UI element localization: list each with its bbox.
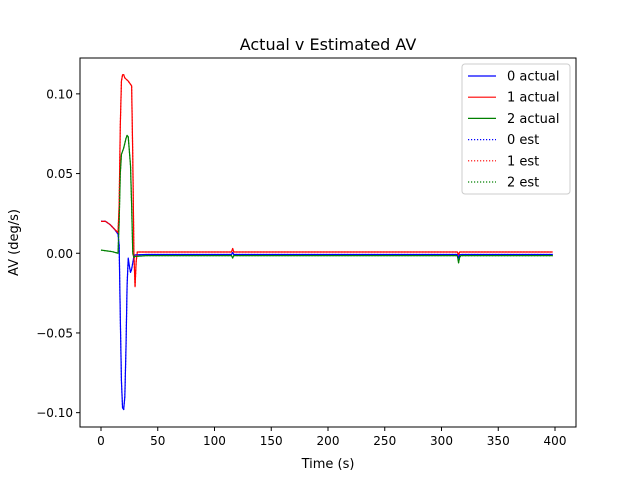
y-tick-label: 0.05 bbox=[46, 167, 73, 181]
x-tick-label: 350 bbox=[487, 434, 510, 448]
legend: 0 actual 1 actual 2 actual 0 est 1 est 2 est bbox=[461, 63, 571, 195]
y-tick-label: 0.10 bbox=[46, 87, 73, 101]
series-layer bbox=[100, 74, 553, 411]
legend-box bbox=[461, 63, 571, 195]
chart-title: Actual v Estimated AV bbox=[240, 35, 417, 54]
series-line-1-actual bbox=[101, 74, 553, 288]
legend-label-1-actual: 1 actual bbox=[507, 91, 559, 106]
legend-label-0-est: 0 est bbox=[507, 133, 539, 148]
legend-label-2-actual: 2 actual bbox=[507, 112, 559, 127]
legend-label-1-est: 1 est bbox=[507, 154, 539, 169]
x-tick-label: 150 bbox=[260, 434, 283, 448]
x-tick-label: 100 bbox=[203, 434, 226, 448]
y-tick-label: 0.00 bbox=[46, 247, 73, 261]
x-axis-label: Time (s) bbox=[301, 457, 355, 472]
x-tick-label: 200 bbox=[317, 434, 340, 448]
y-tick-label: −0.05 bbox=[36, 326, 73, 340]
x-tick-label: 0 bbox=[97, 434, 105, 448]
series-line-2-est bbox=[100, 134, 553, 264]
series-line-0-est bbox=[101, 220, 553, 411]
legend-label-2-est: 2 est bbox=[507, 176, 539, 191]
x-tick-label: 50 bbox=[150, 434, 165, 448]
x-tick-label: 400 bbox=[544, 434, 567, 448]
x-tick-label: 300 bbox=[430, 434, 453, 448]
x-axis-ticks: 0 50 100 150 200 250 300 350 400 bbox=[97, 427, 566, 448]
y-axis-label: AV (deg/s) bbox=[7, 209, 22, 276]
y-tick-label: −0.10 bbox=[36, 406, 73, 420]
legend-label-0-actual: 0 actual bbox=[507, 70, 559, 85]
y-axis-ticks: −0.10 −0.05 0.00 0.05 0.10 bbox=[36, 87, 80, 420]
x-tick-label: 250 bbox=[373, 434, 396, 448]
